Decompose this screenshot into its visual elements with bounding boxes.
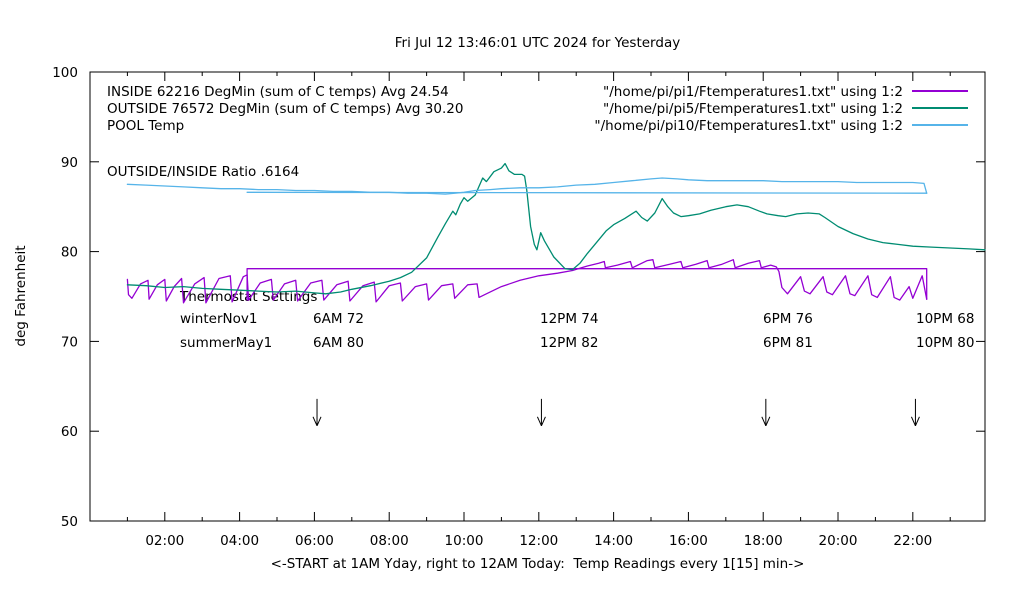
y-tick-label: 80 xyxy=(61,245,78,261)
down-arrow-head xyxy=(316,416,322,427)
outside-inside-ratio-label: OUTSIDE/INSIDE Ratio .6164 xyxy=(107,164,300,180)
thermostat-summer-6am: 6AM 80 xyxy=(313,335,364,351)
down-arrow-head xyxy=(914,416,920,427)
x-tick-label: 18:00 xyxy=(744,533,783,549)
y-tick-label: 50 xyxy=(61,514,78,530)
down-arrow-head xyxy=(536,416,542,427)
legend-swatch-inside-line xyxy=(912,90,968,92)
legend-file-pool: "/home/pi/pi10/Ftemperatures1.txt" using… xyxy=(594,118,903,134)
y-tick-label: 70 xyxy=(61,334,78,350)
thermostat-winter-6pm: 6PM 76 xyxy=(763,311,813,327)
legend-swatch-pool-line xyxy=(912,124,968,126)
legend-file-outside: "/home/pi/pi5/Ftemperatures1.txt" using … xyxy=(603,101,903,117)
x-tick-label: 08:00 xyxy=(370,533,409,549)
legend-label-pool: POOL Temp xyxy=(107,118,185,134)
down-arrow-head xyxy=(761,416,767,427)
thermostat-settings-header: Thermostat Settings xyxy=(180,289,318,305)
x-tick-label: 06:00 xyxy=(295,533,334,549)
x-tick-label: 20:00 xyxy=(819,533,858,549)
x-tick-label: 14:00 xyxy=(594,533,633,549)
y-tick-label: 60 xyxy=(61,424,78,440)
down-arrow-head xyxy=(765,416,771,427)
x-axis-label: <-START at 1AM Yday, right to 12AM Today… xyxy=(270,556,805,572)
x-tick-label: 12:00 xyxy=(519,533,558,549)
thermostat-row-winter-name: winterNov1 xyxy=(180,311,258,327)
y-tick-label: 100 xyxy=(52,65,78,81)
thermostat-summer-10pm: 10PM 80 xyxy=(916,335,975,351)
chart-title: Fri Jul 12 13:46:01 UTC 2024 for Yesterd… xyxy=(394,35,681,51)
thermostat-row-summer-name: summerMay1 xyxy=(180,335,273,351)
legend-label-outside: OUTSIDE 76572 DegMin (sum of C temps) Av… xyxy=(107,101,464,117)
thermostat-summer-12pm: 12PM 82 xyxy=(540,335,599,351)
down-arrow-head xyxy=(910,416,916,427)
x-tick-label: 10:00 xyxy=(445,533,484,549)
y-tick-label: 90 xyxy=(61,155,78,171)
x-tick-label: 22:00 xyxy=(893,533,932,549)
thermostat-winter-10pm: 10PM 68 xyxy=(916,311,975,327)
legend-file-inside: "/home/pi/pi1/Ftemperatures1.txt" using … xyxy=(603,84,903,100)
x-tick-label: 04:00 xyxy=(220,533,259,549)
down-arrow-head xyxy=(312,416,318,427)
thermostat-winter-12pm: 12PM 74 xyxy=(540,311,599,327)
x-tick-label: 16:00 xyxy=(669,533,708,549)
thermostat-winter-6am: 6AM 72 xyxy=(313,311,364,327)
series-line-inside xyxy=(246,268,928,301)
series-line-pool xyxy=(246,191,928,194)
thermostat-summer-6pm: 6PM 81 xyxy=(763,335,813,351)
legend-swatch-outside-line xyxy=(912,107,968,109)
legend-label-inside: INSIDE 62216 DegMin (sum of C temps) Avg… xyxy=(107,84,449,100)
series-line-pool xyxy=(126,177,928,195)
series-line-outside xyxy=(126,162,986,295)
x-tick-label: 02:00 xyxy=(145,533,184,549)
y-axis-label: deg Fahrenheit xyxy=(13,245,29,347)
down-arrow-head xyxy=(540,416,546,427)
